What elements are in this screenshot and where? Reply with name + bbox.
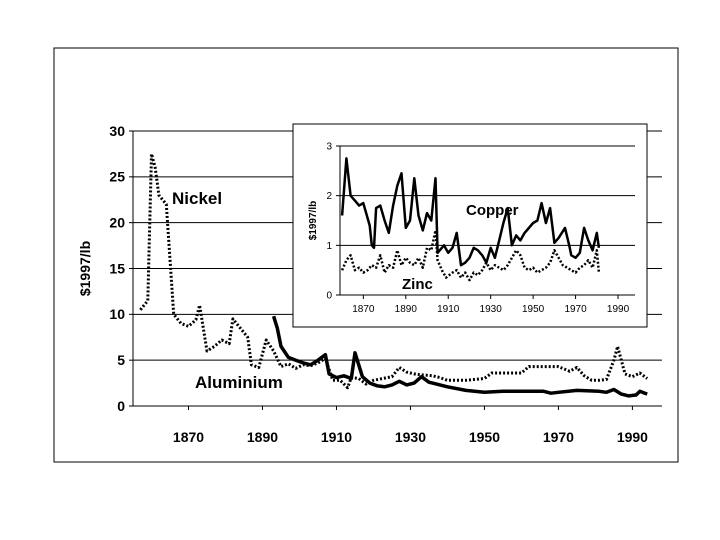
x-tick-label: 1970 — [564, 304, 587, 315]
x-tick-label: 1930 — [395, 429, 426, 445]
x-tick-label: 1970 — [543, 429, 574, 445]
y-axis-label: $1997/lb — [77, 241, 93, 296]
y-tick-label: 2 — [326, 191, 332, 202]
y-tick-label: 15 — [109, 260, 125, 276]
x-tick-label: 1870 — [173, 429, 204, 445]
x-tick-label: 1910 — [321, 429, 352, 445]
y-tick-label: 10 — [109, 306, 125, 322]
y-tick-label: 1 — [326, 241, 332, 252]
series-line-aluminium — [271, 315, 648, 398]
series-line-copper — [340, 157, 601, 267]
x-tick-label: 1950 — [522, 304, 545, 315]
y-tick-label: 30 — [109, 123, 125, 139]
y-tick-label: 25 — [109, 169, 125, 185]
series-line-nickel — [139, 152, 649, 390]
inset-chart: 0 1 2 3 1870 1890 1910 1930 1950 1970 1990 $1997/lb… — [292, 123, 648, 328]
y-tick-label: 3 — [326, 142, 332, 153]
series-label-nickel: Nickel — [172, 189, 222, 208]
x-tick-label: 1890 — [247, 429, 278, 445]
y-tick-label: 5 — [117, 352, 125, 368]
x-tick-label: 1990 — [617, 429, 648, 445]
y-tick-label: 0 — [326, 291, 332, 302]
x-tick-label: 1890 — [395, 304, 418, 315]
y-axis-label: $1997/lb — [308, 201, 319, 240]
series-line-zinc — [340, 229, 601, 282]
series-label-zinc: Zinc — [402, 276, 433, 293]
x-tick-label: 1990 — [607, 304, 630, 315]
series-label-aluminium: Aluminium — [195, 373, 283, 392]
series-label-copper: Copper — [466, 202, 519, 219]
x-tick-label: 1950 — [469, 429, 500, 445]
x-tick-label: 1870 — [352, 304, 375, 315]
y-tick-label: 0 — [117, 398, 125, 414]
inset-panel — [292, 123, 648, 328]
x-tick-label: 1930 — [480, 304, 503, 315]
x-tick-label: 1910 — [437, 304, 460, 315]
y-tick-label: 20 — [109, 215, 125, 231]
